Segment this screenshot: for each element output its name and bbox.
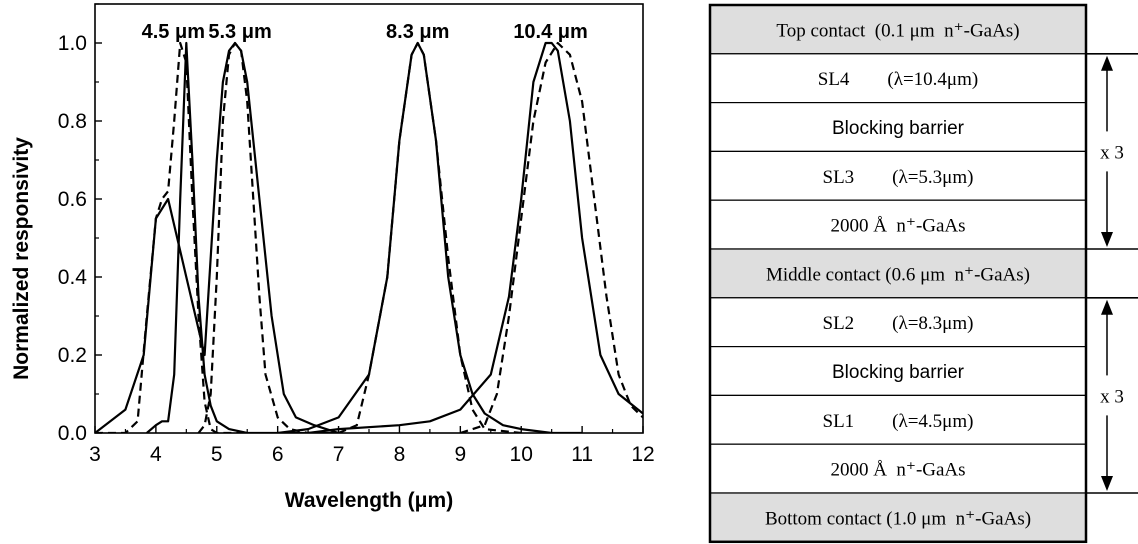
layer-label: Blocking barrier <box>832 118 965 139</box>
series-3-solid-line <box>95 41 339 433</box>
stack-frame <box>708 3 1088 544</box>
layer-label: Bottom contact (1.0 μm n⁺-GaAs) <box>765 508 1031 529</box>
layer-label: SL4 (λ=10.4μm) <box>818 69 978 90</box>
arrow-up-icon <box>1101 55 1113 71</box>
repeat-count-label: x 3 <box>1100 386 1124 407</box>
x-axis-title: Wavelength (μm) <box>285 489 453 512</box>
arrow-down-icon <box>1101 476 1113 491</box>
x-tick-label: 7 <box>333 443 345 466</box>
layer-label: SL2 (λ=8.3μm) <box>823 313 974 334</box>
y-tick-label: 0.8 <box>58 110 87 133</box>
y-tick-label: 0.4 <box>58 266 88 289</box>
layer-label: 2000 Å n⁺-GaAs <box>830 216 965 237</box>
x-tick-label: 5 <box>211 443 223 466</box>
y-tick-label: 0.0 <box>58 422 87 445</box>
device-layer <box>709 101 1087 152</box>
series-8-dashed-line <box>459 41 643 433</box>
x-tick-label: 10 <box>510 443 533 466</box>
y-tick-label: 0.2 <box>58 344 87 367</box>
responsivity-plot: 3 4 5 6 7 8 9 10 11 12 0.0 0.2 0.4 0.6 0.8 1.0 Wavelengt… <box>10 3 655 512</box>
layer-label: SL3 (λ=5.3μm) <box>823 167 974 188</box>
repeat-count-label: x 3 <box>1100 142 1124 163</box>
device-layer <box>709 297 1087 348</box>
layer-label: 2000 Å n⁺-GaAs <box>830 460 965 481</box>
layer-label: Top contact (0.1 μm n⁺-GaAs) <box>776 20 1019 41</box>
arrow-up-icon <box>1101 299 1113 315</box>
x-tick-label: 12 <box>631 443 654 466</box>
x-tick-label: 4 <box>150 443 162 466</box>
y-tick-label: 0.6 <box>58 188 87 211</box>
x-tick-label: 8 <box>394 443 406 466</box>
peak-label: 5.3 μm <box>208 21 271 43</box>
device-layer <box>709 199 1087 250</box>
layer-label: SL1 (λ=4.5μm) <box>823 411 974 432</box>
y-tick-label: 1.0 <box>58 32 87 55</box>
peak-label: 4.5 μm <box>142 21 205 43</box>
arrow-down-icon <box>1101 232 1113 247</box>
peak-label: 10.4 μm <box>513 21 588 43</box>
device-layer <box>709 53 1087 104</box>
y-axis-title: Normalized responsivity <box>10 137 33 380</box>
peak-label: 8.3 μm <box>386 21 449 43</box>
series-7-solid-line <box>307 41 643 433</box>
series-6-dashed-line <box>338 41 522 433</box>
x-tick-label: 6 <box>272 443 284 466</box>
x-tick-label: 3 <box>89 443 101 466</box>
x-tick-label: 9 <box>454 443 466 466</box>
layer-label: Middle contact (0.6 μm n⁺-GaAs) <box>766 264 1030 285</box>
series-4-dashed-line <box>197 41 339 433</box>
contact-layer <box>709 492 1087 543</box>
x-tick-label: 11 <box>571 443 593 466</box>
layer-stack-diagram: Top contact (0.1 μm n⁺-GaAs) SL4 (λ=10.4μ… <box>708 3 1138 544</box>
layer-label: Blocking barrier <box>832 362 965 383</box>
series-2-dashed-line <box>95 41 248 433</box>
series-1-solid-line <box>146 41 339 433</box>
series-5-solid-line <box>277 41 583 433</box>
curves <box>95 41 643 433</box>
